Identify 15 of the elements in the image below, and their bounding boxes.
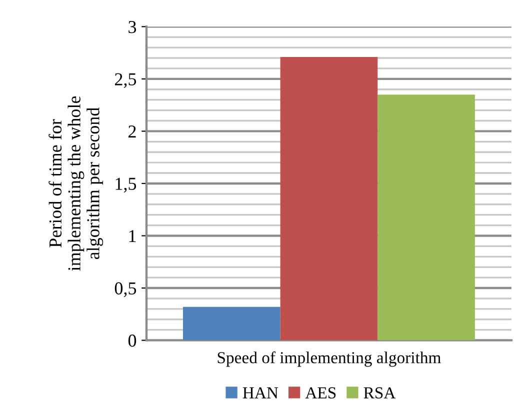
- y-tick-label: 0: [128, 334, 136, 347]
- legend-label: RSA: [364, 387, 396, 398]
- bar: [182, 306, 280, 340]
- y-axis-title: Period of time for implementing the whole algorithm per second: [48, 96, 104, 271]
- legend-label: AES: [305, 387, 336, 398]
- legend-label: HAN: [242, 387, 278, 398]
- bar: [378, 94, 475, 340]
- y-tick-label: 2,5: [114, 73, 136, 88]
- y-tick-label: 0,5: [114, 282, 136, 298]
- x-tick-label: Speed of implementing algorithm: [218, 351, 441, 367]
- y-tick-label: 2: [128, 126, 136, 138]
- y-tick-label: 1,5: [116, 178, 136, 193]
- y-tick-label: 1: [129, 230, 136, 242]
- y-tick-label: 3: [128, 20, 136, 34]
- bar: [280, 56, 378, 340]
